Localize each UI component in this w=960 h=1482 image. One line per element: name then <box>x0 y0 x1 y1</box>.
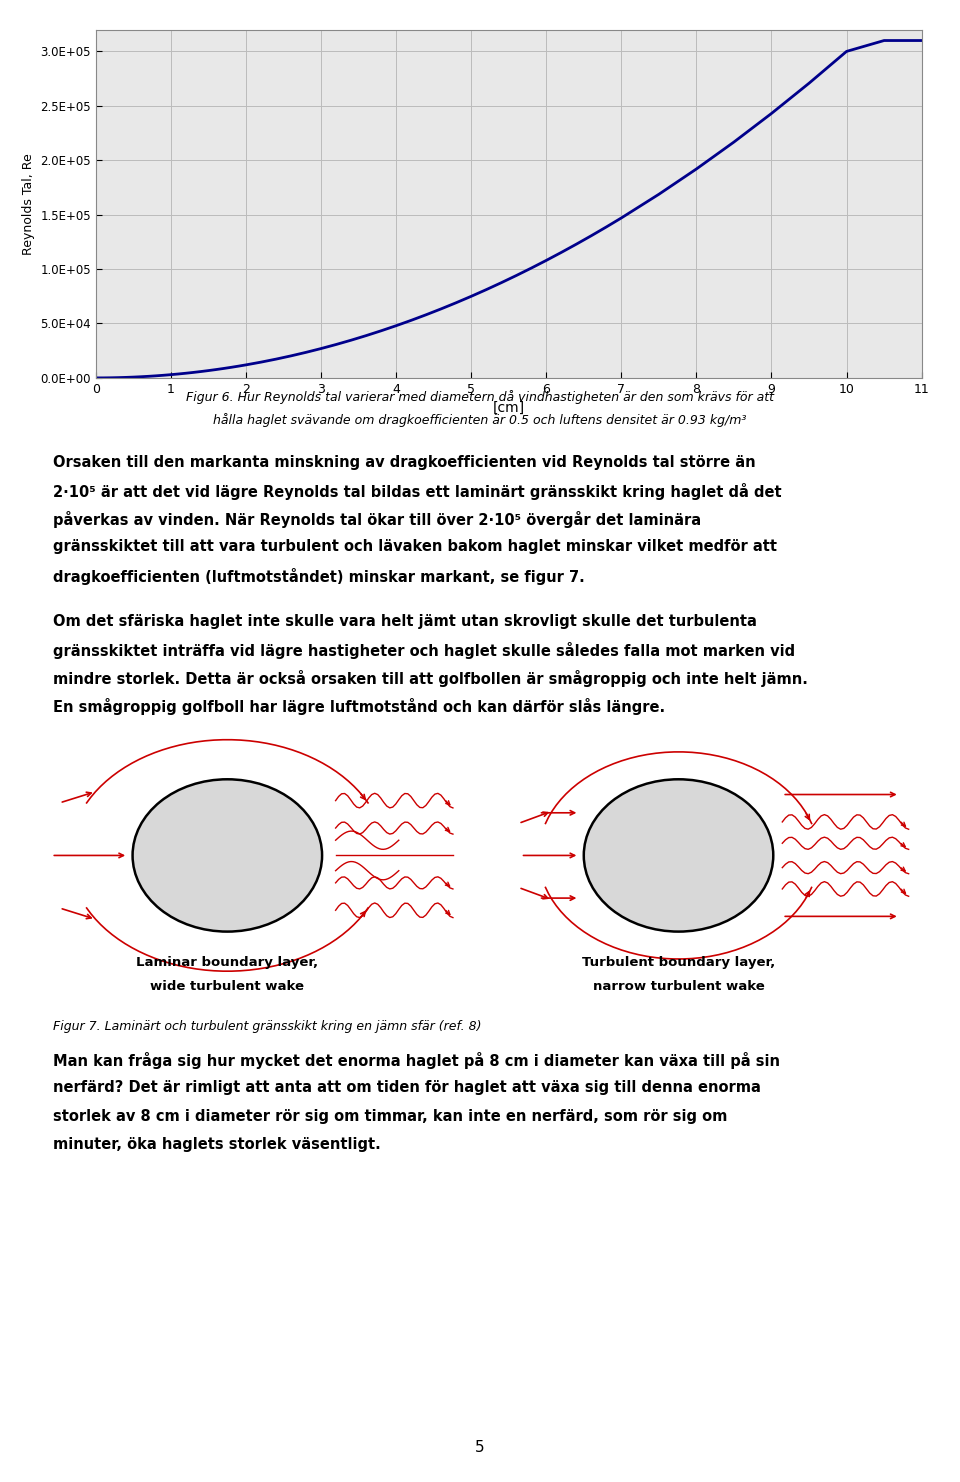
Y-axis label: Reynolds Tal, Re: Reynolds Tal, Re <box>22 153 35 255</box>
Text: gränsskiktet till att vara turbulent och lävaken bakom haglet minskar vilket med: gränsskiktet till att vara turbulent och… <box>53 539 777 554</box>
Text: Man kan fråga sig hur mycket det enorma haglet på 8 cm i diameter kan växa till : Man kan fråga sig hur mycket det enorma … <box>53 1052 780 1069</box>
Text: 2·10⁵ är att det vid lägre Reynolds tal bildas ett laminärt gränsskikt kring hag: 2·10⁵ är att det vid lägre Reynolds tal … <box>53 483 781 499</box>
Text: wide turbulent wake: wide turbulent wake <box>151 981 304 993</box>
Ellipse shape <box>584 780 774 932</box>
Text: hålla haglet svävande om dragkoefficienten är 0.5 och luftens densitet är 0.93 k: hålla haglet svävande om dragkoefficient… <box>213 413 747 427</box>
Text: nerfärd? Det är rimligt att anta att om tiden för haglet att växa sig till denna: nerfärd? Det är rimligt att anta att om … <box>53 1080 760 1095</box>
Text: mindre storlek. Detta är också orsaken till att golfbollen är smågroppig och int: mindre storlek. Detta är också orsaken t… <box>53 670 807 686</box>
Text: Figur 6. Hur Reynolds tal varierar med diametern då vindhastigheten är den som k: Figur 6. Hur Reynolds tal varierar med d… <box>186 390 774 403</box>
Text: storlek av 8 cm i diameter rör sig om timmar, kan inte en nerfärd, som rör sig o: storlek av 8 cm i diameter rör sig om ti… <box>53 1109 727 1123</box>
Text: Figur 7. Laminärt och turbulent gränsskikt kring en jämn sfär (ref. 8): Figur 7. Laminärt och turbulent gränsski… <box>53 1020 481 1033</box>
Text: Om det sfäriska haglet inte skulle vara helt jämt utan skrovligt skulle det turb: Om det sfäriska haglet inte skulle vara … <box>53 614 756 628</box>
Text: Laminar boundary layer,: Laminar boundary layer, <box>136 956 319 969</box>
Text: 5: 5 <box>475 1441 485 1455</box>
Text: gränsskiktet inträffa vid lägre hastigheter och haglet skulle således falla mot : gränsskiktet inträffa vid lägre hastighe… <box>53 642 795 658</box>
Text: minuter, öka haglets storlek väsentligt.: minuter, öka haglets storlek väsentligt. <box>53 1137 380 1152</box>
Text: narrow turbulent wake: narrow turbulent wake <box>592 981 764 993</box>
Text: Orsaken till den markanta minskning av dragkoefficienten vid Reynolds tal större: Orsaken till den markanta minskning av d… <box>53 455 756 470</box>
X-axis label: [cm]: [cm] <box>492 402 525 415</box>
Text: påverkas av vinden. När Reynolds tal ökar till över 2·10⁵ övergår det laminära: påverkas av vinden. När Reynolds tal öka… <box>53 511 701 528</box>
Text: dragkoefficienten (luftmotståndet) minskar markant, se figur 7.: dragkoefficienten (luftmotståndet) minsk… <box>53 568 585 584</box>
Text: Turbulent boundary layer,: Turbulent boundary layer, <box>582 956 775 969</box>
Text: En smågroppig golfboll har lägre luftmotstånd och kan därför slås längre.: En smågroppig golfboll har lägre luftmot… <box>53 698 665 714</box>
Ellipse shape <box>132 780 323 932</box>
